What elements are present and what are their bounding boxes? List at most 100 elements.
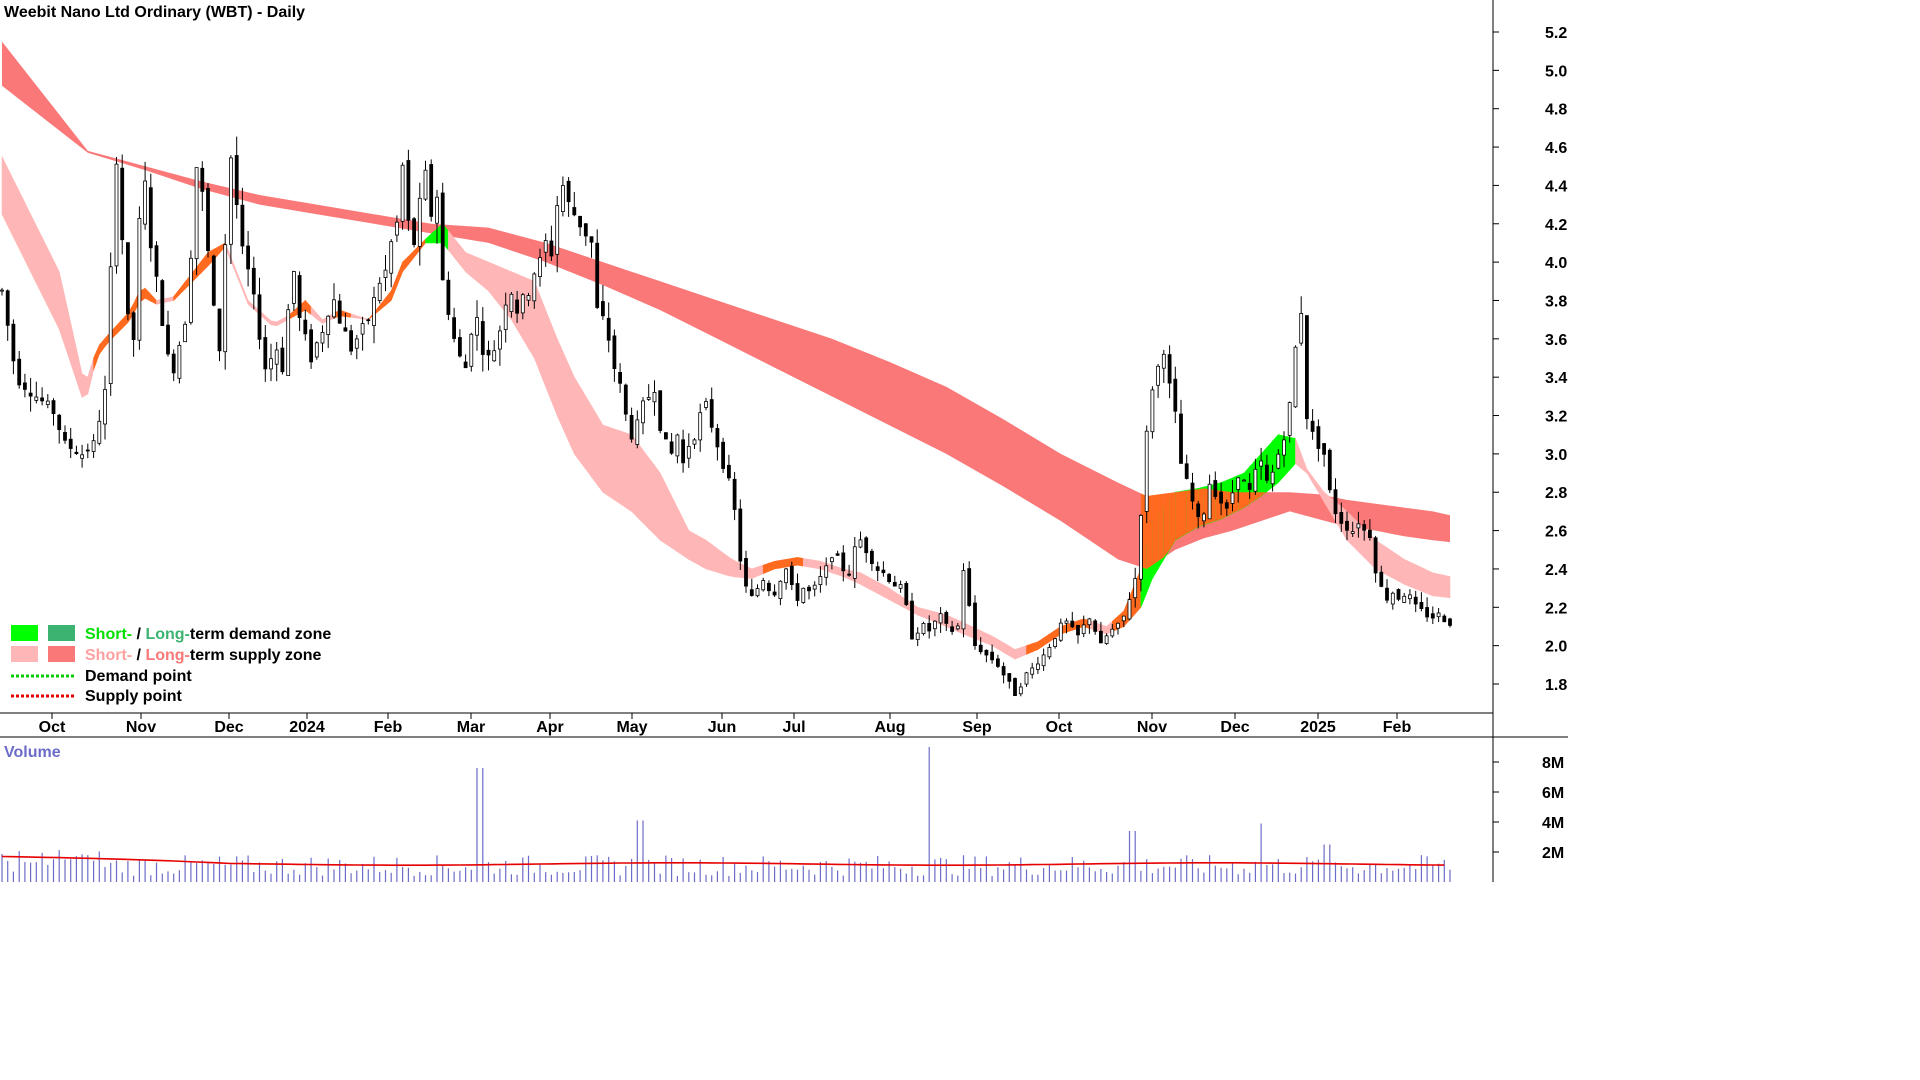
price-bar [635,410,640,449]
zone-overlap-segment [1152,494,1159,566]
price-bar [767,580,771,597]
price-bar [704,397,708,411]
x-tick-label: Jul [782,719,805,736]
short-term-zone-segment [167,296,174,303]
zone-overlap-segment [1249,492,1256,504]
price-bar [120,154,125,255]
price-bar [377,277,382,304]
price-bar [578,215,582,236]
y-tick-label: 2.4 [1545,562,1567,579]
volume-moving-average [1,855,1445,866]
price-bar [1110,624,1115,638]
short-term-zone-segment [923,608,930,621]
price-bar [904,581,909,606]
x-tick-label: Jun [708,719,736,736]
price-bar [675,433,680,464]
price-bar [549,225,554,261]
price-bar [28,378,33,412]
short-term-zone-segment [659,472,667,545]
legend-swatch-supply-long [48,646,75,662]
y-tick-label: 4.4 [1545,178,1567,195]
price-bar [194,167,199,276]
price-bar [1047,643,1052,660]
short-term-zone-segment [768,560,775,572]
price-bar [1213,471,1218,500]
price-bar [772,584,777,597]
price-bar [727,454,731,481]
short-term-zone-segment [402,255,409,273]
short-term-zone-segment [751,566,758,579]
price-bar [74,445,79,455]
short-term-zone-segment [625,432,632,512]
short-term-zone-segment [573,376,581,463]
price-bar [520,293,525,320]
short-term-zone-segment [144,287,152,302]
short-term-zone-segment [642,449,650,530]
price-bar [658,390,663,434]
legend-supply-suffix: term supply zone [190,647,322,664]
price-bar [1356,511,1361,538]
zone-overlap-segment [1158,493,1164,562]
price-bar [1293,345,1298,408]
price-bar [1448,617,1452,628]
short-term-zone-segment [762,562,770,575]
short-term-zone-segment [997,638,1004,653]
legend-demand-point: Demand point [85,668,192,685]
price-bar [1190,472,1195,510]
short-term-zone-segment [883,584,890,601]
short-term-zone-segment [304,299,312,316]
price-bar [1076,624,1080,644]
price-bar [251,256,256,310]
price-bar [1053,638,1057,649]
price-bar [847,564,851,577]
short-term-zone-segment [93,344,100,371]
short-term-zone-segment [671,495,678,553]
short-term-zone-segment [242,285,249,305]
price-bar [211,254,216,307]
price-bar [1058,618,1063,642]
price-bar [452,307,457,343]
short-term-zone-segment [236,271,243,291]
price-bar [1144,425,1149,524]
short-term-zone-segment [99,337,106,356]
price-bar [1236,477,1241,503]
short-term-zone-segment [81,373,89,398]
short-term-zone-segment [722,552,730,577]
price-bar [1253,458,1258,495]
short-term-zone-segment [980,630,987,644]
short-term-zone-segment [196,259,203,279]
price-bar [595,229,600,309]
price-bar [1402,592,1407,603]
legend-demand-sep: / [132,626,145,643]
zone-overlap-segment [1255,492,1262,500]
price-bar [1333,478,1338,523]
short-term-zone-segment [264,315,272,326]
x-tick-label: Dec [1220,719,1249,736]
short-term-zone-segment [1043,633,1050,647]
short-term-zone-segment [808,559,816,569]
price-bar [692,438,697,449]
price-bar [1322,443,1326,467]
price-bar [1305,315,1309,430]
short-term-zone-segment [1295,438,1302,469]
price-bar [246,231,251,287]
short-term-zone-segment [1026,643,1033,655]
short-term-zone-segment [551,324,558,416]
x-tick-label: May [616,719,647,736]
short-term-zone-segment [1415,564,1422,592]
y-tick-label: 2.6 [1545,524,1567,541]
short-term-zone-segment [58,271,66,347]
legend-supply-zone: Short- / Long-term supply zone [85,647,322,664]
price-bar [497,325,502,366]
price-bar [830,556,834,570]
short-term-zone-segment [1037,637,1044,651]
price-bar [1385,579,1389,604]
price-bar [492,340,497,362]
short-term-zone-segment [614,428,621,505]
short-term-zone-segment [694,533,701,567]
price-bar [1396,588,1401,602]
short-term-zone-segment [1403,558,1411,588]
price-bar [143,161,148,230]
price-bar [1064,618,1069,634]
y-tick-label: 3.2 [1545,409,1567,426]
